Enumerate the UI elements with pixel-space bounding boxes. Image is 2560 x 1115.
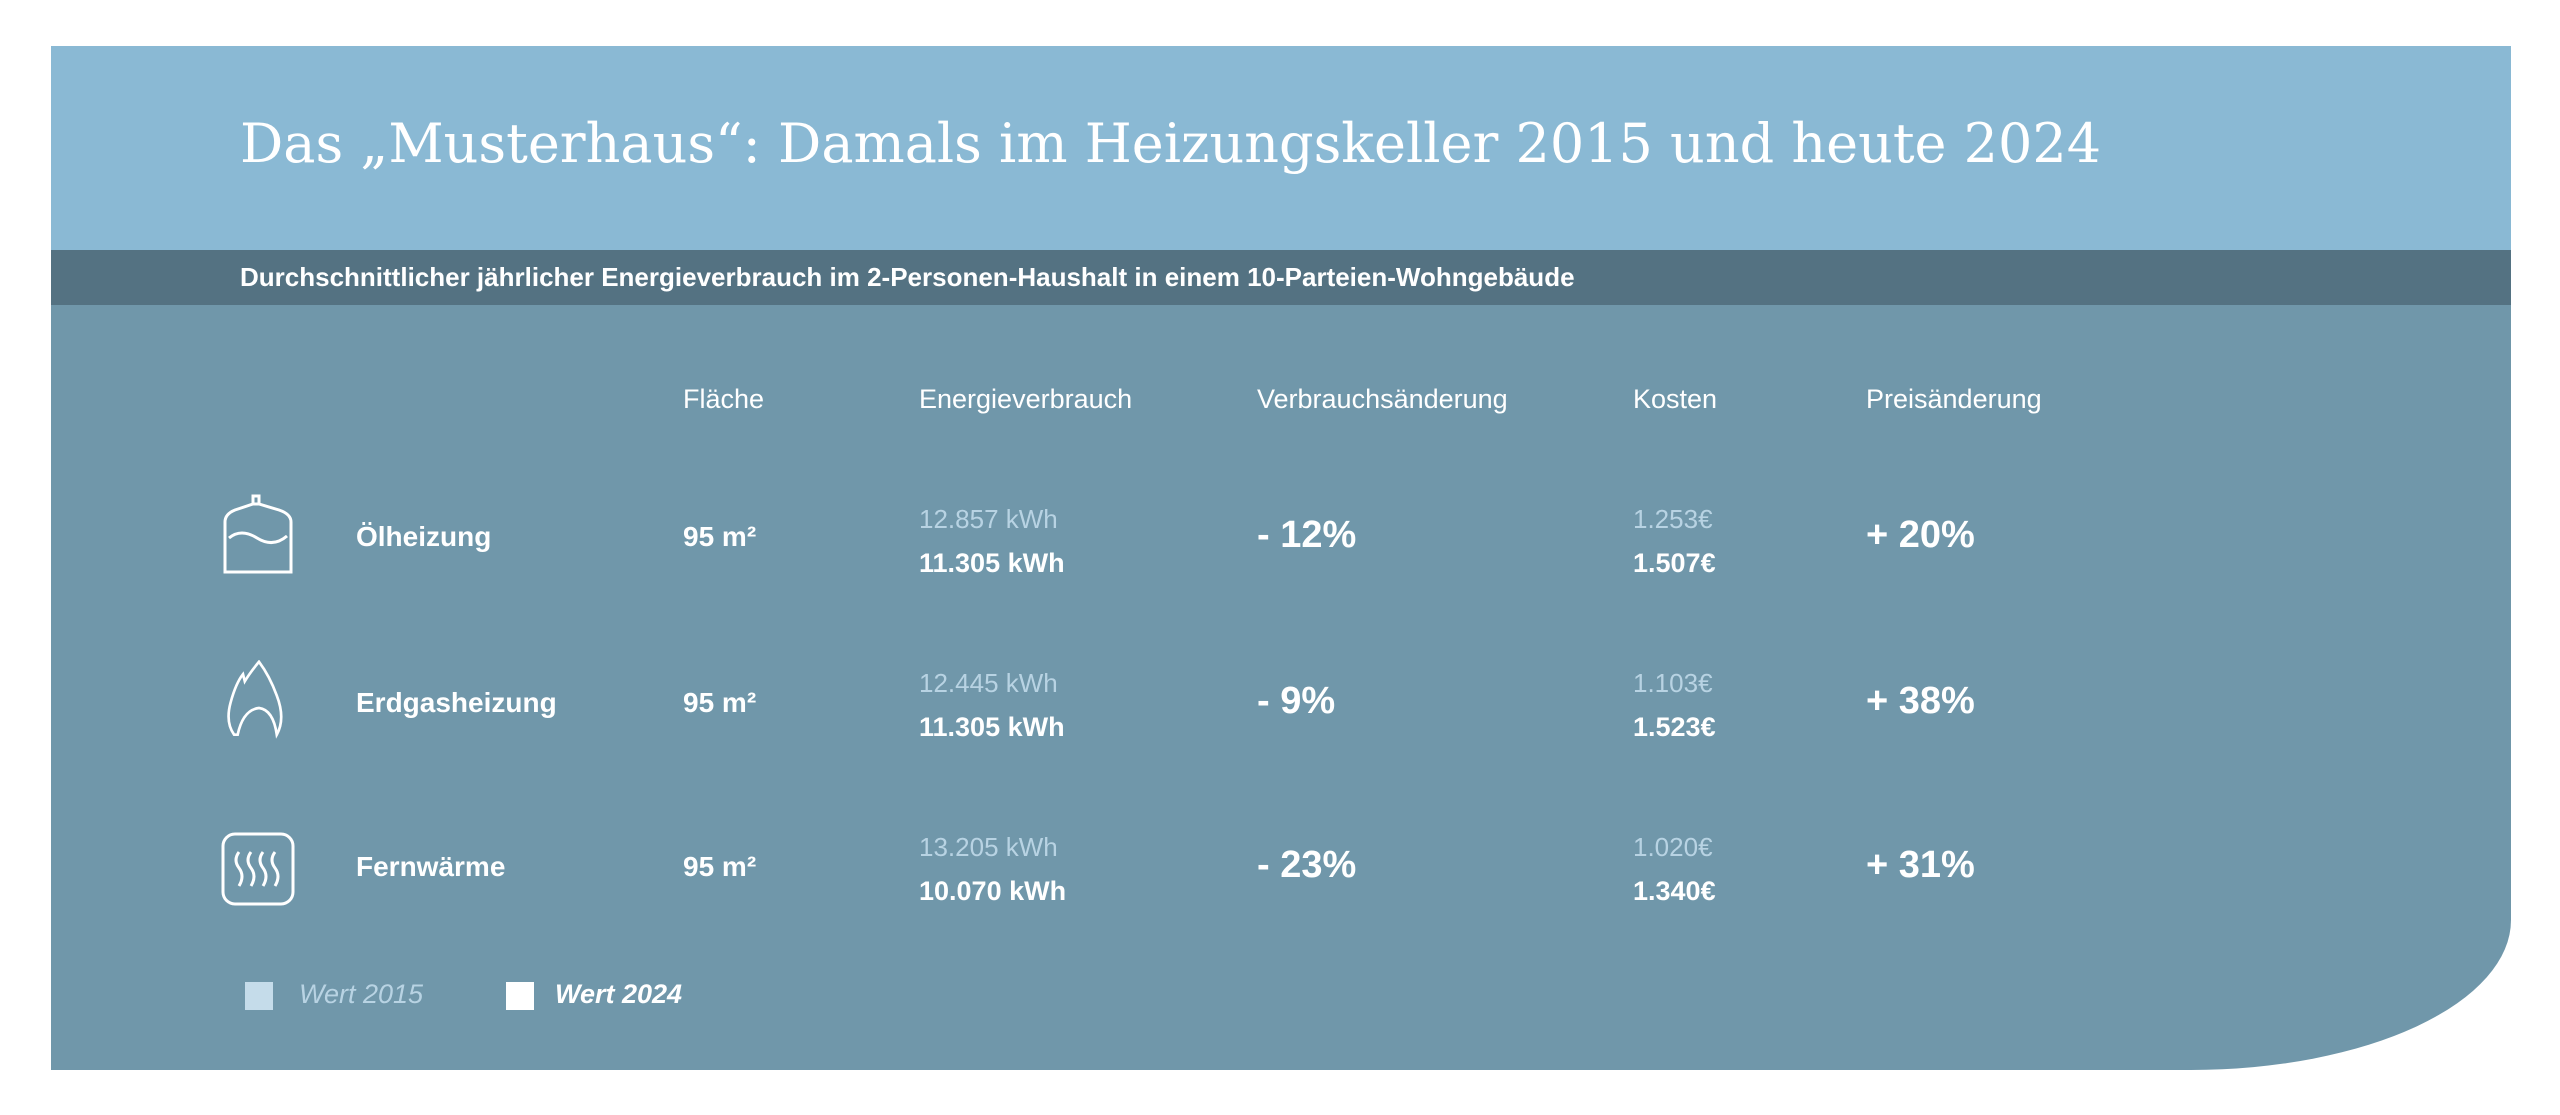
column-header-consumption-change: Verbrauchsänderung: [1257, 384, 1508, 414]
price-change: + 20%: [1866, 514, 1975, 556]
consumption-change: - 9%: [1257, 680, 1336, 722]
header: Das „Musterhaus“: Damals im Heizungskell…: [51, 46, 2511, 250]
column-header-price-change: Preisänderung: [1866, 384, 2042, 414]
subtitle: Durchschnittlicher jährlicher Energiever…: [240, 262, 1575, 292]
oil-tank-icon: [223, 494, 293, 574]
price-change: + 38%: [1866, 680, 1975, 722]
flame-icon: [227, 660, 283, 739]
page-title: Das „Musterhaus“: Damals im Heizungskell…: [240, 112, 2102, 175]
row-label: Ölheizung: [356, 521, 492, 552]
energy-2024: 11.305 kWh: [919, 712, 1065, 742]
area-value: 95 m²: [683, 521, 757, 552]
subtitle-band: Durchschnittlicher jährlicher Energiever…: [51, 250, 2511, 305]
energy-2024: 11.305 kWh: [919, 548, 1065, 578]
heat-waves-icon: [221, 832, 295, 906]
column-header-energy: Energieverbrauch: [919, 384, 1133, 414]
energy-2015: 12.857 kWh: [919, 504, 1058, 534]
energy-2015: 13.205 kWh: [919, 832, 1058, 862]
legend-label-2015: Wert 2015: [299, 979, 424, 1009]
energy-2015: 12.445 kWh: [919, 668, 1058, 698]
legend-swatch-2015: [245, 982, 273, 1010]
row-label: Erdgasheizung: [356, 687, 557, 718]
cost-2024: 1.523€: [1633, 712, 1716, 742]
cost-2015: 1.020€: [1633, 832, 1713, 862]
legend-label-2024: Wert 2024: [555, 979, 683, 1009]
area-value: 95 m²: [683, 851, 757, 882]
cost-2024: 1.340€: [1633, 876, 1716, 906]
price-change: + 31%: [1866, 844, 1975, 886]
cost-2024: 1.507€: [1633, 548, 1716, 578]
column-header-cost: Kosten: [1633, 384, 1718, 414]
consumption-change: - 12%: [1257, 514, 1357, 556]
cost-2015: 1.103€: [1633, 668, 1713, 698]
area-value: 95 m²: [683, 687, 757, 718]
column-header-area: Fläche: [683, 384, 765, 414]
cost-2015: 1.253€: [1633, 504, 1713, 534]
infographic-panel: Das „Musterhaus“: Damals im Heizungskell…: [51, 46, 2511, 1070]
legend-swatch-2024: [506, 982, 534, 1010]
row-label: Fernwärme: [356, 851, 506, 882]
consumption-change: - 23%: [1257, 844, 1357, 886]
energy-2024: 10.070 kWh: [919, 876, 1067, 906]
